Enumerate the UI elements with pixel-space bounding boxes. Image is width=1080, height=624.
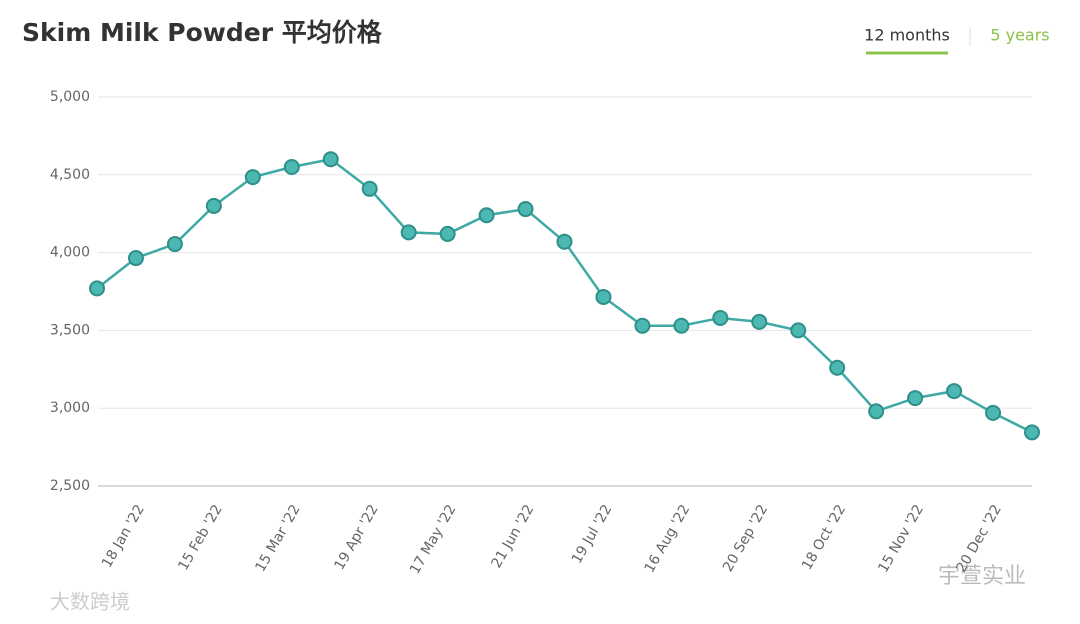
tab[interactable]: 12 months (864, 26, 950, 45)
point (868, 403, 885, 420)
point (907, 390, 924, 407)
y-tick-label: 4,500 (50, 167, 90, 183)
point (517, 201, 534, 218)
point (322, 151, 339, 168)
point (790, 322, 807, 339)
watermark: 大数跨境 (50, 590, 130, 614)
point (439, 225, 456, 242)
x-tick-label: 15 Mar '22 (252, 502, 303, 575)
point (478, 207, 495, 224)
y-tick-label: 3,500 (50, 322, 90, 338)
point (127, 250, 144, 267)
y-tick-label: 5,000 (50, 89, 90, 105)
x-tick-label: 21 Jun '22 (488, 502, 537, 571)
point (712, 309, 729, 326)
point (1024, 424, 1040, 441)
point (829, 359, 846, 376)
y-tick-label: 2,500 (50, 478, 90, 494)
point (205, 197, 222, 214)
x-tick-label: 16 Aug '22 (642, 502, 694, 576)
point (946, 383, 963, 400)
x-tick-label: 19 Jul '22 (569, 502, 615, 567)
point (985, 404, 1002, 421)
watermark: 宇萱实业 (938, 564, 1026, 589)
x-tick-label: 18 Jan '22 (99, 502, 148, 571)
point (595, 288, 612, 305)
point (556, 233, 573, 250)
point (89, 280, 105, 297)
x-tick-label: 20 Sep '22 (720, 502, 771, 575)
chart-title: Skim Milk Powder 平均价格 (22, 18, 383, 47)
x-tick-label: 15 Feb '22 (175, 502, 225, 573)
point (361, 180, 378, 197)
x-tick-label: 15 Nov '22 (875, 502, 927, 576)
point (166, 236, 183, 253)
point (751, 313, 768, 330)
y-tick-label: 4,000 (50, 245, 90, 261)
x-tick-label: 17 May '22 (407, 502, 460, 577)
tab[interactable]: 5 years (990, 26, 1049, 45)
point (400, 224, 417, 241)
point (283, 159, 300, 176)
y-tick-label: 3,000 (50, 400, 90, 416)
point (634, 317, 651, 334)
point (244, 169, 261, 186)
point (673, 317, 690, 334)
line (96, 157, 1033, 434)
x-tick-label: 19 Apr '22 (331, 502, 381, 573)
x-tick-label: 18 Oct '22 (799, 502, 849, 573)
